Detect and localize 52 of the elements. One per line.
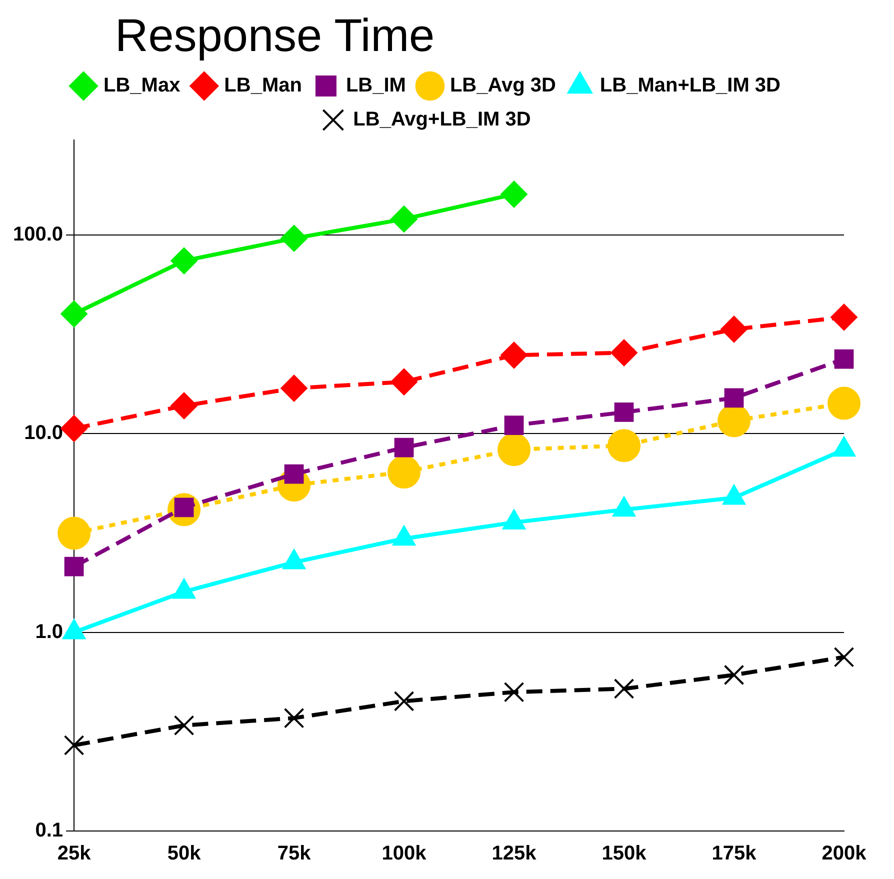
- point: [834, 349, 854, 369]
- point: [174, 715, 194, 736]
- legend-label: LB_IM: [346, 74, 406, 97]
- x-tick-label: 175k: [712, 842, 758, 865]
- point: [500, 180, 528, 208]
- point: [614, 678, 634, 699]
- x-tick-label: 50k: [167, 842, 202, 865]
- point: [498, 433, 531, 466]
- legend-label: LB_Avg+LB_IM 3D: [353, 108, 531, 131]
- point: [834, 646, 854, 668]
- point: [170, 392, 198, 420]
- y-tick-label: 0.1: [35, 820, 64, 842]
- point: [500, 342, 528, 369]
- point: [828, 386, 860, 420]
- point: [280, 224, 308, 252]
- x-tick-label: 100k: [382, 842, 428, 865]
- point: [390, 368, 418, 396]
- point: [724, 388, 744, 408]
- legend-label: LB_Man: [224, 74, 302, 97]
- y-tick-label: 100.0: [12, 223, 64, 246]
- y-tick-label: 1.0: [35, 620, 64, 643]
- x-tick-label: 150k: [602, 842, 648, 865]
- point: [720, 316, 748, 343]
- x-tick-label: 25k: [57, 842, 92, 865]
- point: [394, 438, 414, 458]
- point: [614, 402, 634, 422]
- point: [504, 682, 524, 702]
- point: [280, 374, 308, 402]
- point: [58, 516, 91, 550]
- chart-title: Response Time: [115, 8, 436, 62]
- legend-label: LB_Avg 3D: [450, 74, 556, 97]
- legend-label: LB_Man+LB_IM 3D: [600, 74, 781, 97]
- point: [60, 415, 88, 442]
- point: [388, 456, 421, 489]
- y-tick-label: 10.0: [24, 422, 64, 444]
- point: [284, 464, 304, 484]
- point: [394, 690, 414, 712]
- point: [724, 664, 744, 686]
- point: [608, 429, 641, 462]
- point: [610, 339, 638, 366]
- x-tick-label: 75k: [277, 842, 312, 865]
- x-tick-label: 125k: [492, 842, 538, 865]
- point: [60, 300, 88, 328]
- point: [64, 735, 84, 756]
- point: [64, 556, 84, 576]
- point: [284, 708, 304, 728]
- point: [504, 416, 524, 436]
- legend-label: LB_Max: [103, 74, 180, 97]
- point: [390, 206, 418, 233]
- point: [830, 304, 858, 331]
- point: [170, 247, 198, 274]
- x-tick-label: 200k: [822, 842, 868, 865]
